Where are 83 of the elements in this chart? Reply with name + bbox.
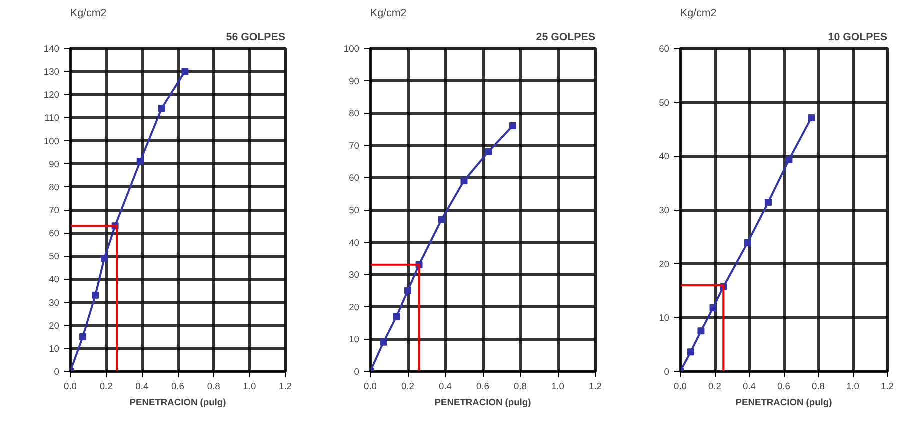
y-tick-label: 70 [49,206,60,216]
point [710,304,717,312]
point [744,239,752,246]
y-tick-label: 130 [44,67,60,78]
y-axis-title: Kg/cm2 [70,8,107,20]
y-tick-label: 100 [44,136,60,146]
y-tick-label: 40 [349,238,360,248]
x-axis-title: PENETRACION (pulg) [130,398,226,408]
y-tick-label: 140 [44,44,60,54]
y-tick-label: 10 [659,313,670,324]
point [510,122,516,130]
point [404,287,412,294]
x-tick-label: 0.2 [100,382,113,392]
y-tick-label: 60 [659,44,670,54]
y-tick-label: 60 [349,173,360,184]
x-tick-label: 1.2 [881,382,894,392]
point [485,148,492,156]
point [380,338,388,346]
x-tick-label: 0.2 [402,382,414,392]
point [182,68,189,76]
point [786,156,793,164]
y-tick-label: 80 [349,108,360,119]
y-tick-label: 20 [49,320,60,331]
y-tick-label: 40 [49,274,60,285]
x-axis-title: PENETRACION (pulg) [736,398,832,408]
x-tick-label: 0.6 [476,382,490,392]
point [698,328,705,335]
point [136,158,144,166]
x-tick-label: 1.2 [279,382,292,392]
point [80,333,87,340]
point [808,114,816,122]
y-tick-label: 50 [659,98,670,108]
y-tick-label: 30 [349,270,360,280]
x-axis-title: PENETRACION (pulg) [434,398,532,408]
y-tick-label: 50 [349,206,360,216]
y-tick-label: 80 [49,182,60,192]
y-tick-label: 120 [44,90,60,100]
y-tick-label: 40 [659,152,670,162]
y-axis-title: Kg/cm2 [680,8,717,20]
y-tick-label: 0 [54,367,60,377]
y-tick-label: 90 [349,76,360,86]
point [687,348,694,356]
y-tick-label: 10 [49,344,60,354]
y-tick-label: 100 [344,44,360,54]
point [393,313,400,320]
x-tick-label: 1.2 [589,382,602,392]
y-tick-label: 10 [349,334,360,345]
x-tick-label: 0.6 [172,382,184,392]
x-tick-label: 0.6 [778,382,790,392]
y-tick-label: 20 [349,302,360,312]
x-tick-label: 0.4 [439,382,452,392]
chart-title: 56 GOLPES [226,32,286,44]
point [460,177,468,184]
y-tick-label: 30 [49,298,60,308]
x-tick-label: 0.8 [207,382,220,392]
point [438,216,446,224]
chart-title: 10 GOLPES [828,32,888,44]
point [158,104,166,112]
x-tick-label: 0.8 [812,382,825,392]
point [101,254,108,262]
point [92,292,100,299]
x-tick-label: 0.4 [136,382,149,392]
x-tick-label: 0.0 [674,382,687,392]
x-tick-label: 0.2 [708,382,722,392]
y-tick-label: 70 [349,140,360,151]
x-tick-label: 0.4 [743,382,756,392]
y-tick-label: 20 [659,259,670,270]
chart-title: 25 GOLPES [536,32,596,44]
y-tick-label: 0 [664,367,670,377]
y-tick-label: 60 [49,228,60,239]
x-tick-label: 1.0 [552,382,564,392]
point [764,198,772,206]
x-tick-label: 0.8 [514,382,527,392]
y-axis-title: Kg/cm2 [370,8,407,20]
x-tick-label: 0.0 [364,382,377,392]
y-tick-label: 50 [49,252,60,262]
y-tick-label: 30 [659,206,670,216]
x-tick-label: 0.0 [64,382,77,392]
y-tick-label: 90 [49,159,60,170]
y-tick-label: 110 [44,113,60,124]
y-tick-label: 0 [354,367,360,377]
x-tick-label: 1.0 [243,382,256,392]
x-tick-label: 1.0 [846,382,860,392]
